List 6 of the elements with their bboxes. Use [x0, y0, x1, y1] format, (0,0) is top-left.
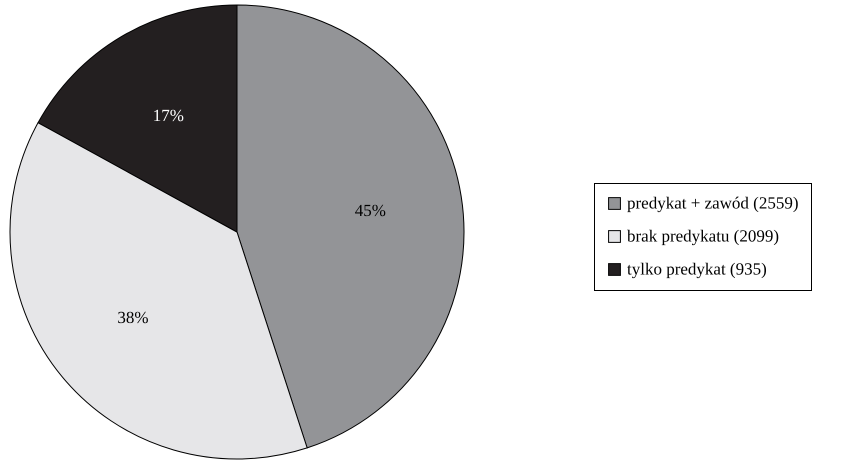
legend-label: predykat + zawód (2559)	[627, 194, 799, 212]
data-label: 45%	[354, 200, 386, 220]
legend-label: brak predykatu (2099)	[627, 226, 780, 246]
data-label: 17%	[152, 106, 184, 125]
legend-label: tylko predykat (935)	[627, 260, 767, 278]
data-label: 38%	[117, 308, 149, 328]
